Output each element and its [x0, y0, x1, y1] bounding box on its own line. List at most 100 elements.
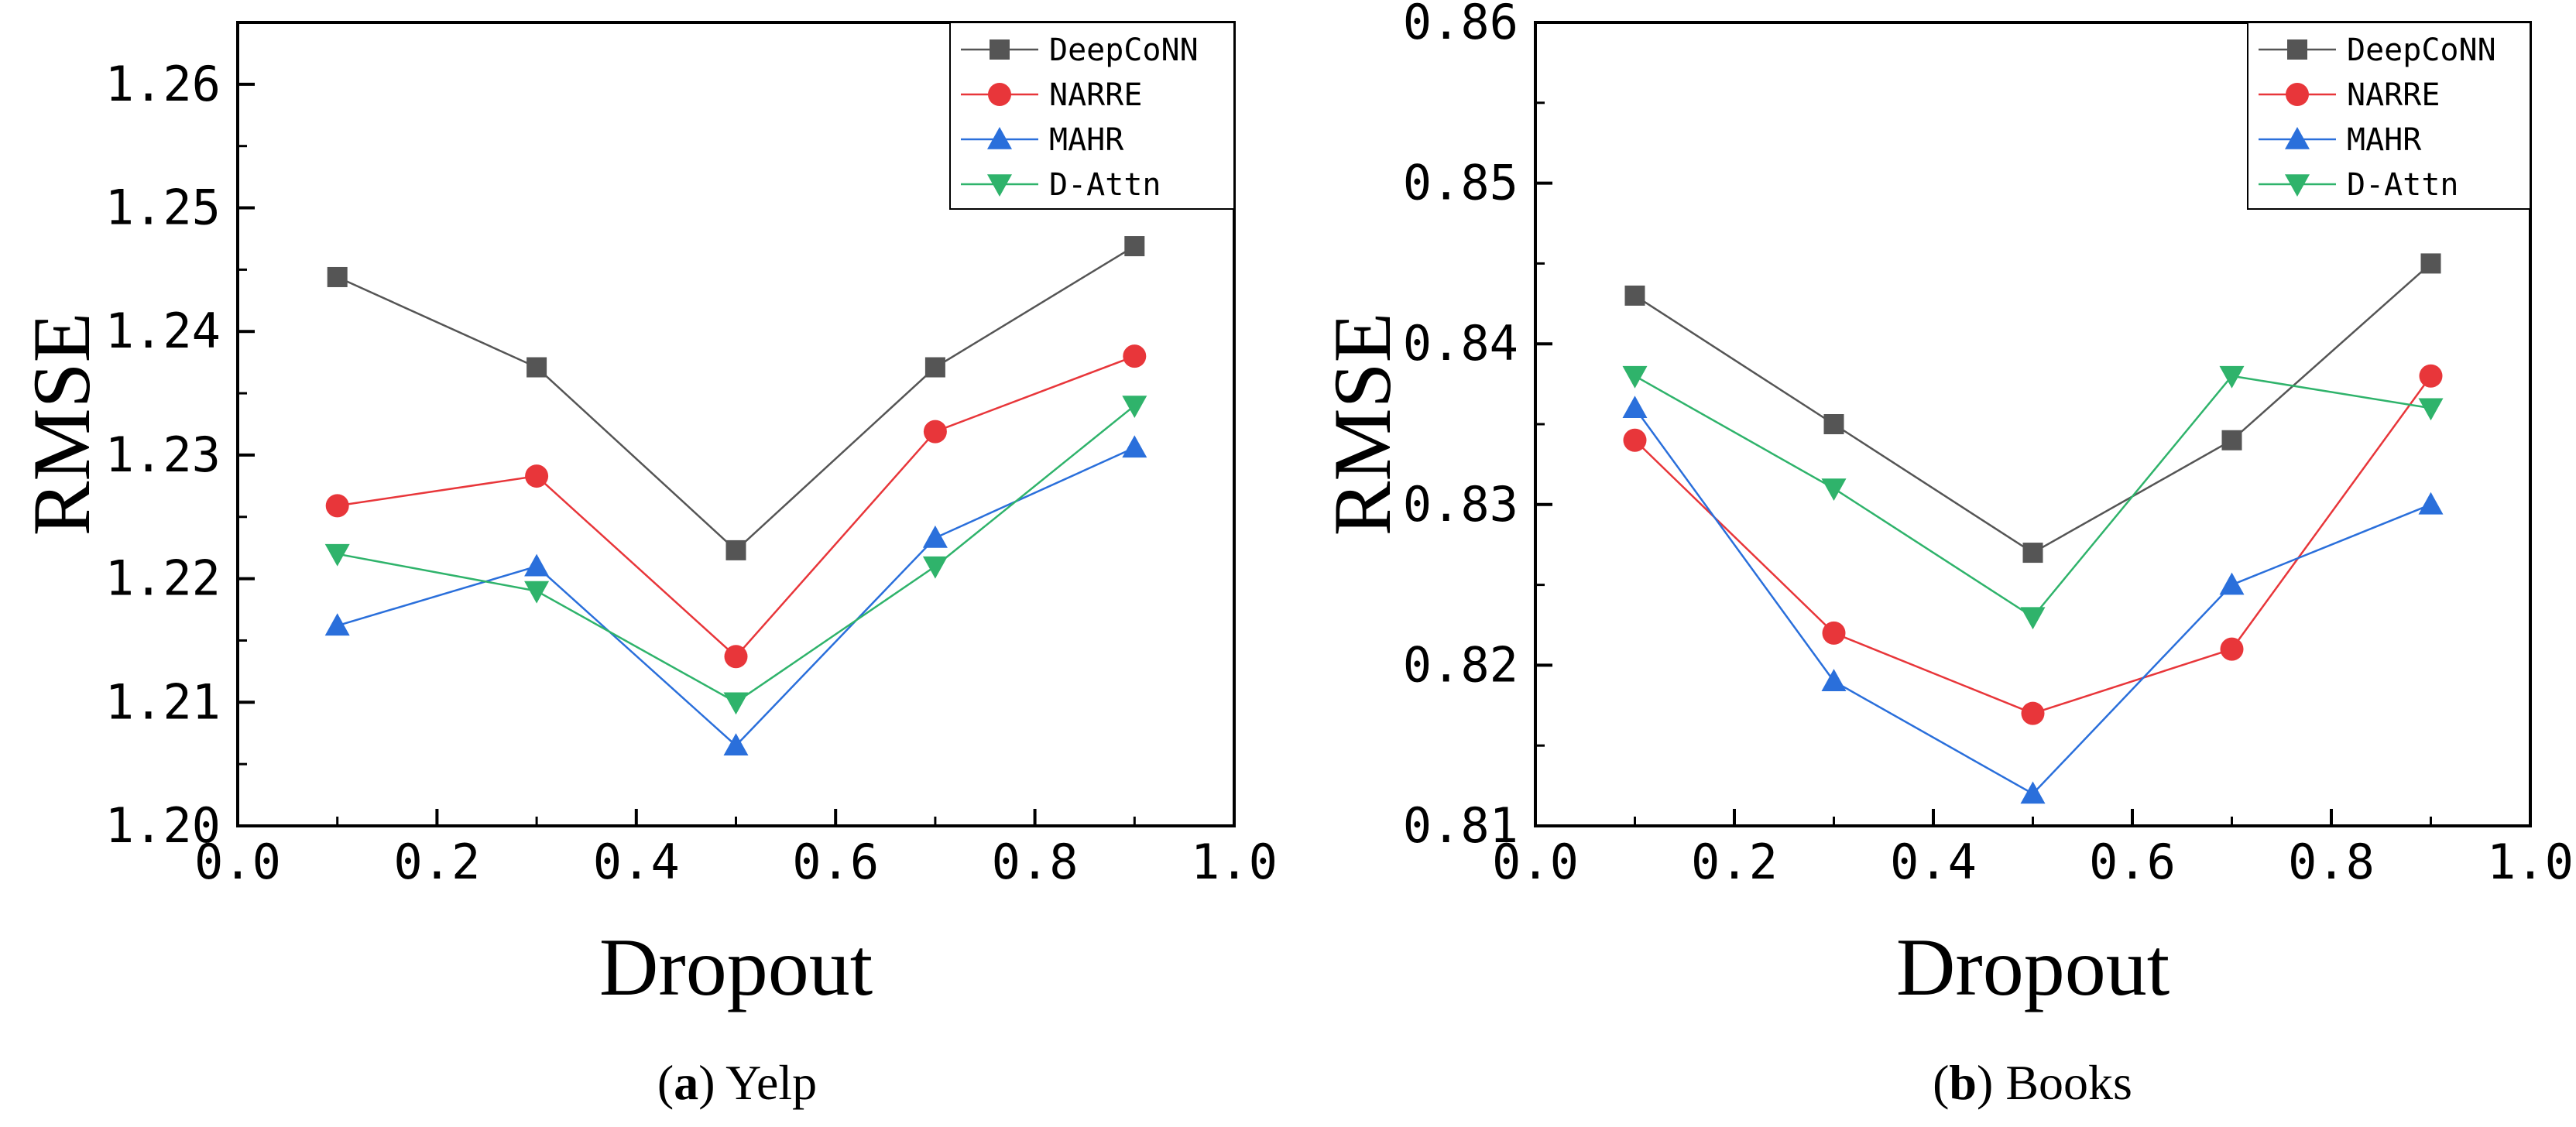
data-point-mahr [2418, 492, 2444, 515]
legend-marker [987, 127, 1012, 149]
y-tick-label: 0.81 [1403, 797, 1518, 854]
panel-yelp: 1.20 1.21 1.22 1.23 1.24 1.25 1.26 0.0 0.2 0.4 0.6… [16, 21, 1278, 1110]
series-line-mahr [1634, 407, 2431, 796]
data-point-narre [2220, 637, 2244, 661]
y-tick-label: 1.24 [105, 303, 221, 359]
legend-marker [987, 174, 1012, 197]
legend-marker [990, 39, 1010, 60]
data-point-narre [1822, 621, 1846, 645]
x-tick-label: 1.0 [2487, 834, 2574, 890]
data-point-narre [724, 645, 748, 669]
legend-label: DeepCoNN [2347, 33, 2496, 68]
data-point-d-attn [2418, 398, 2444, 421]
series-line-deepconn [1634, 262, 2432, 554]
x-axis-title: Dropout [599, 922, 873, 1012]
y-tick-label: 1.22 [105, 550, 221, 607]
legend-label: D-Attn [1049, 167, 1161, 203]
caption-text: ) Books [1977, 1055, 2132, 1110]
y-tick-label: 0.86 [1403, 0, 1518, 50]
data-point-narre [1123, 344, 1147, 368]
data-point-mahr [1821, 669, 1847, 691]
data-point-narre [1623, 428, 1647, 452]
data-point-narre [325, 494, 349, 518]
panel-books: 0.81 0.82 0.83 0.84 0.85 0.86 0.0 0.2 0.4 0.6 0.8 1… [1317, 0, 2574, 1110]
y-tick-label: 0.83 [1403, 476, 1518, 533]
panel-caption: (a) Yelp [657, 1055, 817, 1110]
data-point-deepconn [924, 357, 945, 378]
data-point-deepconn [1823, 414, 1844, 434]
data-point-d-attn [2020, 607, 2046, 630]
data-point-mahr [1122, 435, 1147, 458]
x-tick-label: 0.4 [1890, 834, 1977, 890]
data-point-d-attn [1821, 478, 1847, 502]
data-point-deepconn [1124, 236, 1145, 257]
data-point-mahr [2020, 781, 2046, 804]
legend-label: NARRE [2347, 77, 2440, 113]
data-point-deepconn [327, 266, 348, 287]
data-point-deepconn [2022, 543, 2043, 564]
data-point-d-attn [1622, 365, 1648, 389]
x-tick-label: 0.2 [1691, 834, 1778, 890]
data-point-deepconn [2221, 430, 2242, 450]
data-point-d-attn [524, 581, 550, 604]
legend-marker [2287, 39, 2307, 60]
series-line-narre [337, 355, 1135, 658]
data-point-mahr [1622, 396, 1648, 419]
caption-text: ) Yelp [698, 1055, 817, 1110]
legend-label: MAHR [1049, 122, 1124, 158]
caption-paren-open: ( [657, 1055, 674, 1110]
x-axis-title: Dropout [1896, 922, 2170, 1012]
data-point-d-attn [324, 543, 350, 567]
data-point-d-attn [922, 556, 948, 579]
x-tick-label: 0.8 [2288, 834, 2375, 890]
legend-marker [2285, 127, 2310, 149]
data-point-mahr [324, 613, 350, 636]
x-tick-label: 0.8 [992, 834, 1079, 890]
y-tick-label: 0.84 [1403, 315, 1518, 372]
data-point-deepconn [2420, 253, 2441, 274]
caption-letter: b [1949, 1055, 1977, 1110]
panel-caption: (b) Books [1933, 1055, 2132, 1110]
legend-label: MAHR [2347, 122, 2422, 158]
y-tick-label: 1.23 [105, 426, 221, 483]
data-point-narre [525, 464, 549, 488]
x-tick-label: 0.0 [194, 834, 281, 890]
data-point-deepconn [725, 540, 746, 560]
legend-label: DeepCoNN [1049, 33, 1199, 68]
x-tick-label: 0.0 [1492, 834, 1579, 890]
data-point-narre [2419, 364, 2443, 388]
legend-marker [988, 83, 1011, 106]
data-point-deepconn [527, 357, 547, 378]
data-point-d-attn [2219, 365, 2245, 389]
data-point-narre [923, 420, 947, 444]
legend-marker [2286, 83, 2309, 106]
data-point-narre [2021, 701, 2045, 725]
x-tick-label: 0.6 [792, 834, 879, 890]
legend-label: NARRE [1049, 77, 1142, 113]
series-line-deepconn [337, 245, 1135, 552]
y-tick-label: 1.25 [105, 180, 221, 236]
x-tick-label: 1.0 [1191, 834, 1278, 890]
legend-label: D-Attn [2347, 167, 2459, 203]
data-point-mahr [922, 525, 948, 548]
caption-paren-open: ( [1933, 1055, 1949, 1110]
y-tick-label: 0.82 [1403, 636, 1518, 693]
y-tick-label: 1.20 [105, 797, 221, 854]
data-point-mahr [524, 553, 550, 577]
data-point-deepconn [1624, 285, 1645, 306]
y-tick-label: 1.21 [105, 673, 221, 730]
data-point-mahr [2219, 572, 2245, 595]
y-tick-label: 1.26 [105, 56, 221, 112]
y-axis-title: RMSE [1317, 313, 1408, 536]
data-point-d-attn [723, 692, 749, 715]
x-tick-label: 0.4 [593, 834, 680, 890]
legend-marker [2285, 174, 2310, 197]
y-axis-title: RMSE [16, 313, 107, 536]
data-point-d-attn [1122, 396, 1147, 419]
caption-letter: a [674, 1055, 698, 1110]
data-point-mahr [723, 733, 749, 755]
x-tick-label: 0.2 [393, 834, 480, 890]
x-tick-label: 0.6 [2089, 834, 2176, 890]
y-tick-label: 0.85 [1403, 155, 1518, 211]
